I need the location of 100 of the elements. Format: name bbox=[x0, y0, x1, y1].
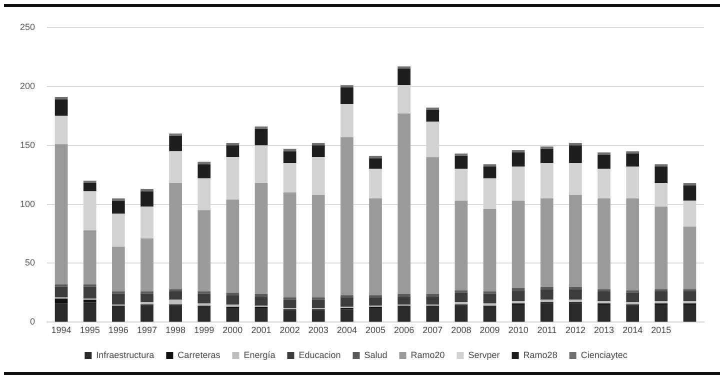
bar bbox=[254, 183, 268, 294]
bar bbox=[512, 200, 525, 288]
bar bbox=[54, 298, 68, 304]
x-tick-label: 2013 bbox=[594, 325, 614, 336]
bar bbox=[569, 289, 582, 300]
x-tick-label: 2008 bbox=[451, 325, 472, 336]
bar bbox=[340, 297, 354, 307]
bar bbox=[54, 303, 68, 322]
x-tick-label: 2004 bbox=[336, 325, 357, 336]
bar bbox=[598, 152, 610, 155]
bar bbox=[112, 214, 125, 247]
legend-label: Ramo20 bbox=[410, 350, 445, 360]
bar bbox=[369, 158, 382, 169]
bar bbox=[454, 306, 468, 322]
bar bbox=[112, 294, 125, 305]
bar bbox=[112, 306, 125, 322]
bar bbox=[512, 290, 525, 301]
bar bbox=[198, 210, 211, 292]
bar bbox=[140, 206, 154, 238]
bar bbox=[369, 308, 382, 322]
bar bbox=[654, 164, 668, 167]
bar bbox=[169, 300, 182, 305]
bar bbox=[226, 200, 240, 293]
bar bbox=[169, 306, 182, 322]
bar bbox=[654, 166, 668, 184]
y-tick-label: 200 bbox=[20, 80, 36, 91]
bar bbox=[112, 200, 125, 214]
bar bbox=[654, 292, 668, 301]
bar bbox=[340, 88, 354, 104]
bar bbox=[654, 300, 668, 304]
bar bbox=[512, 166, 525, 201]
x-tick-label: 2005 bbox=[365, 325, 386, 336]
bar bbox=[140, 302, 154, 305]
bar bbox=[598, 154, 610, 169]
x-tick-label: 2012 bbox=[565, 325, 586, 336]
bar bbox=[483, 208, 496, 292]
bar bbox=[626, 292, 640, 302]
bar bbox=[540, 163, 554, 198]
bar bbox=[483, 164, 496, 167]
bar bbox=[54, 96, 68, 100]
x-tick-label: 2014 bbox=[622, 325, 643, 336]
bar bbox=[140, 188, 154, 192]
bar bbox=[512, 152, 525, 167]
bar bbox=[198, 164, 211, 178]
bar bbox=[83, 183, 96, 192]
bar bbox=[112, 246, 125, 292]
bar bbox=[598, 198, 610, 290]
x-tick-label: 2009 bbox=[480, 325, 500, 336]
bar bbox=[254, 296, 268, 306]
bar bbox=[483, 166, 496, 178]
bar bbox=[283, 300, 296, 308]
legend-label: Salud bbox=[364, 350, 388, 360]
bar bbox=[312, 145, 325, 158]
bar bbox=[226, 142, 240, 146]
bar bbox=[683, 185, 696, 201]
bar bbox=[169, 136, 182, 152]
bar bbox=[254, 126, 268, 129]
bar bbox=[540, 303, 554, 322]
legend-label: Servper bbox=[468, 350, 500, 360]
x-tick-label: 2000 bbox=[222, 325, 243, 336]
bar bbox=[569, 142, 582, 146]
bar bbox=[312, 310, 325, 322]
bar bbox=[312, 157, 325, 195]
bar bbox=[540, 289, 554, 300]
bar bbox=[83, 180, 96, 184]
bar bbox=[683, 304, 696, 322]
x-tick-label: 2002 bbox=[280, 325, 300, 336]
x-tick-label: 1995 bbox=[80, 325, 100, 336]
bar bbox=[540, 148, 554, 164]
bar bbox=[169, 292, 182, 300]
bar bbox=[226, 157, 240, 200]
bar bbox=[626, 302, 640, 305]
bar bbox=[569, 163, 582, 195]
x-tick-label: 2001 bbox=[251, 325, 272, 336]
bar bbox=[598, 300, 610, 304]
x-tick-label: 1999 bbox=[194, 325, 214, 336]
bar bbox=[169, 183, 182, 290]
bar bbox=[626, 306, 640, 322]
bar bbox=[254, 128, 268, 146]
bar bbox=[283, 151, 296, 164]
x-tick-label: 1997 bbox=[136, 325, 158, 336]
bar bbox=[312, 194, 325, 298]
bar bbox=[83, 230, 96, 284]
bar bbox=[83, 286, 96, 299]
bar bbox=[398, 68, 410, 86]
bar bbox=[398, 113, 410, 294]
bar bbox=[254, 308, 268, 322]
bar bbox=[312, 297, 325, 300]
bar bbox=[369, 198, 382, 296]
y-tick-label: 250 bbox=[20, 22, 36, 32]
bar bbox=[369, 297, 382, 306]
bar bbox=[312, 142, 325, 146]
x-tick-label: 2006 bbox=[394, 325, 414, 336]
legend-label: Educacion bbox=[298, 350, 341, 360]
legend-label: Ramo28 bbox=[523, 350, 558, 360]
bar bbox=[683, 300, 696, 304]
bar bbox=[369, 156, 382, 158]
bar bbox=[398, 296, 410, 305]
bar bbox=[312, 300, 325, 308]
bar bbox=[454, 200, 468, 290]
